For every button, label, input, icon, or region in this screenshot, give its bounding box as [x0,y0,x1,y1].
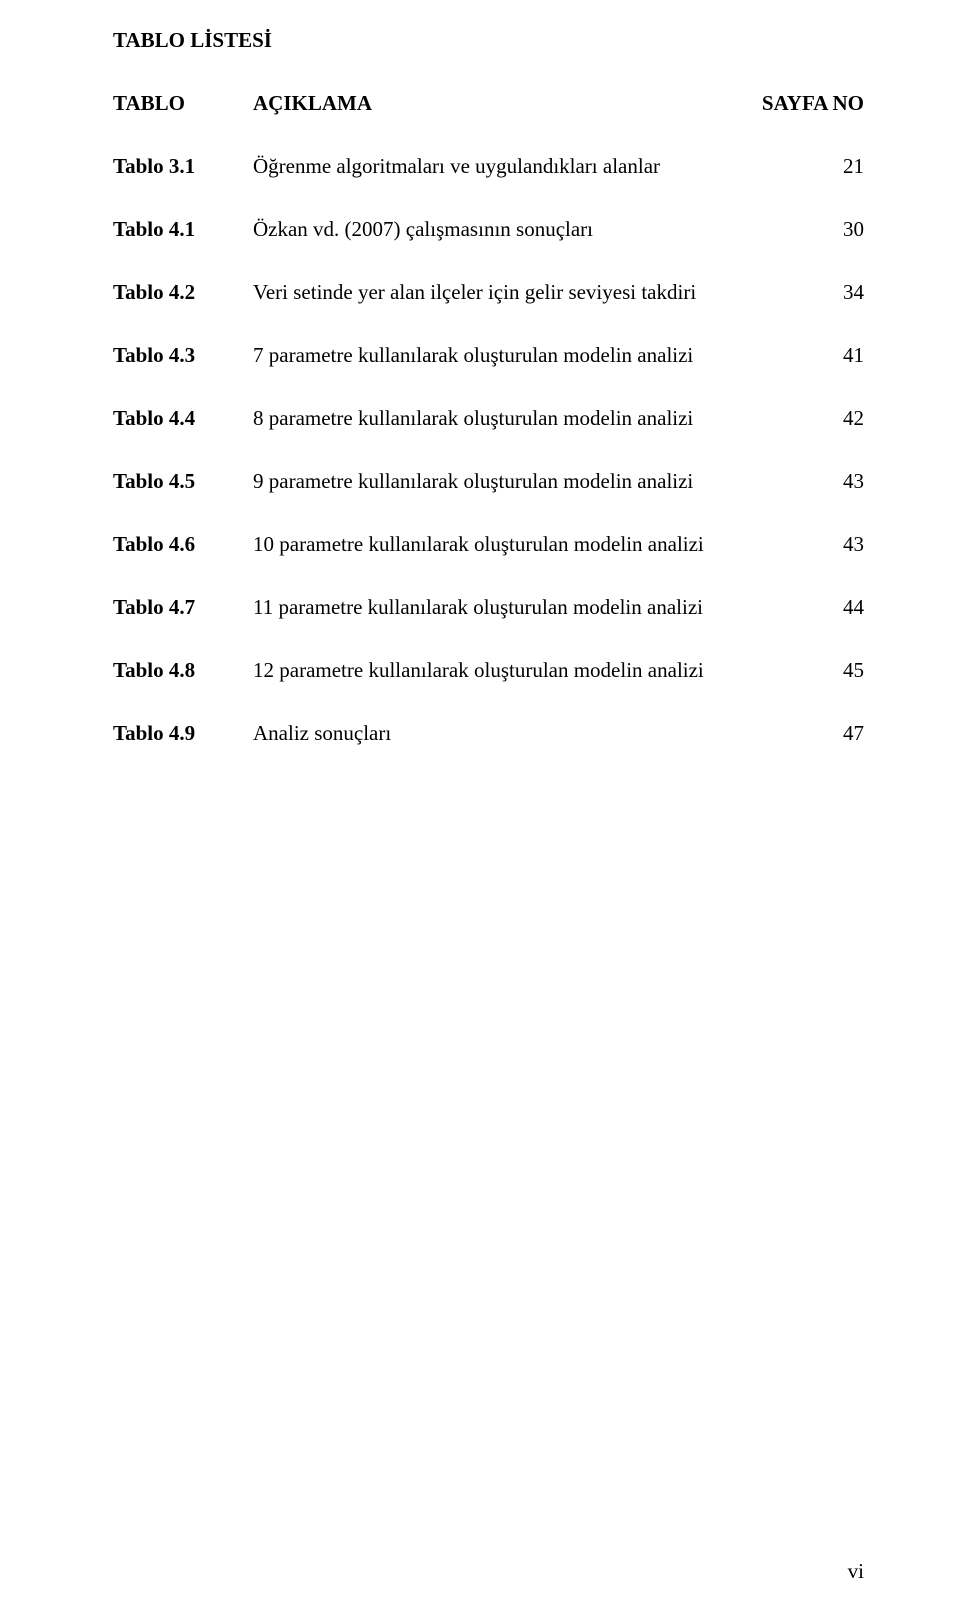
header-sayfa: SAYFA NO [734,91,864,116]
row-page: 45 [804,658,864,683]
row-desc: Analiz sonuçları [253,721,804,746]
header-tablo: TABLO [113,91,253,116]
row-desc: 7 parametre kullanılarak oluşturulan mod… [253,343,804,368]
table-row: Tablo 4.4 8 parametre kullanılarak oluşt… [113,406,864,431]
row-label: Tablo 4.5 [113,469,253,494]
row-page: 43 [804,532,864,557]
table-row: Tablo 4.6 10 parametre kullanılarak oluş… [113,532,864,557]
row-page: 30 [804,217,864,242]
row-label: Tablo 4.2 [113,280,253,305]
row-page: 21 [804,154,864,179]
row-desc: 10 parametre kullanılarak oluşturulan mo… [253,532,804,557]
row-page: 47 [804,721,864,746]
table-row: Tablo 4.3 7 parametre kullanılarak oluşt… [113,343,864,368]
table-row: Tablo 3.1 Öğrenme algoritmaları ve uygul… [113,154,864,179]
row-page: 43 [804,469,864,494]
table-row: Tablo 4.2 Veri setinde yer alan ilçeler … [113,280,864,305]
row-desc: Öğrenme algoritmaları ve uygulandıkları … [253,154,804,179]
table-row: Tablo 4.9 Analiz sonuçları 47 [113,721,864,746]
row-label: Tablo 4.1 [113,217,253,242]
row-label: Tablo 4.3 [113,343,253,368]
row-label: Tablo 4.4 [113,406,253,431]
row-desc: 8 parametre kullanılarak oluşturulan mod… [253,406,804,431]
row-desc: 12 parametre kullanılarak oluşturulan mo… [253,658,804,683]
table-row: Tablo 4.8 12 parametre kullanılarak oluş… [113,658,864,683]
row-page: 34 [804,280,864,305]
header-row: TABLO AÇIKLAMA SAYFA NO [113,91,864,116]
table-row: Tablo 4.7 11 parametre kullanılarak oluş… [113,595,864,620]
row-desc: Veri setinde yer alan ilçeler için gelir… [253,280,804,305]
section-heading: TABLO LİSTESİ [113,28,864,53]
table-row: Tablo 4.1 Özkan vd. (2007) çalışmasının … [113,217,864,242]
row-label: Tablo 4.8 [113,658,253,683]
table-row: Tablo 4.5 9 parametre kullanılarak oluşt… [113,469,864,494]
row-desc: 11 parametre kullanılarak oluşturulan mo… [253,595,804,620]
row-label: Tablo 4.7 [113,595,253,620]
row-page: 44 [804,595,864,620]
row-label: Tablo 4.9 [113,721,253,746]
header-aciklama: AÇIKLAMA [253,91,734,116]
row-desc: 9 parametre kullanılarak oluşturulan mod… [253,469,804,494]
row-label: Tablo 4.6 [113,532,253,557]
row-page: 42 [804,406,864,431]
row-label: Tablo 3.1 [113,154,253,179]
row-desc: Özkan vd. (2007) çalışmasının sonuçları [253,217,804,242]
page-number: vi [848,1559,864,1584]
row-page: 41 [804,343,864,368]
